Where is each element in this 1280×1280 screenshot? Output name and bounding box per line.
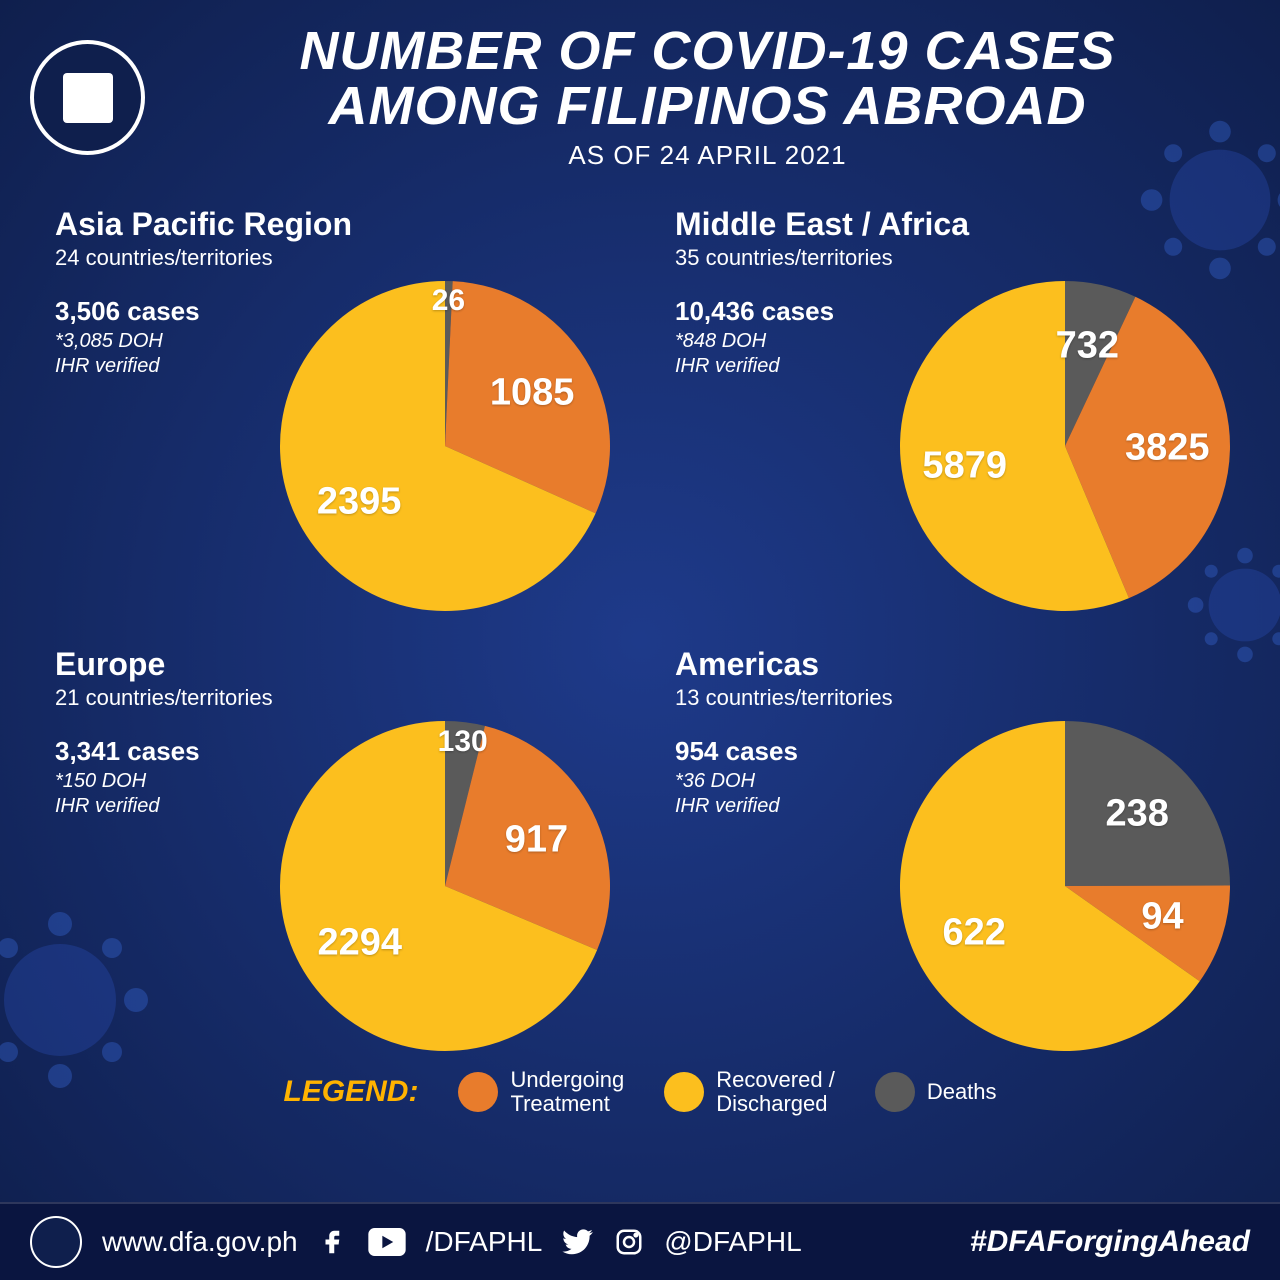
region-verified: *848 DOHIHR verified — [675, 329, 834, 379]
region-panel: Asia Pacific Region24 countries/territor… — [55, 206, 605, 616]
pie-chart: 130 917 2294 — [275, 716, 615, 1056]
region-stats: 3,341 cases*150 DOHIHR verified — [55, 736, 200, 819]
slice-label: 5879 — [922, 445, 1007, 488]
facebook-icon — [318, 1227, 348, 1257]
legend: LEGEND: UndergoingTreatment Recovered /Di… — [0, 1056, 1280, 1116]
legend-item: Recovered /Discharged — [664, 1068, 835, 1116]
region-verified: *36 DOHIHR verified — [675, 769, 798, 819]
region-panel: Europe21 countries/territories 3,341 case… — [55, 646, 605, 1056]
region-cases: 3,506 cases — [55, 296, 200, 327]
region-stats: 10,436 cases*848 DOHIHR verified — [675, 296, 834, 379]
region-stats: 3,506 cases*3,085 DOHIHR verified — [55, 296, 200, 379]
slice-label: 2395 — [317, 480, 402, 523]
region-cases: 954 cases — [675, 736, 798, 767]
legend-item: Deaths — [875, 1072, 997, 1112]
twitter-icon — [562, 1228, 594, 1256]
footer-website: www.dfa.gov.ph — [102, 1226, 298, 1258]
slice-label: 3825 — [1125, 427, 1210, 470]
region-title: Asia Pacific Region — [55, 206, 605, 243]
region-countries: 24 countries/territories — [55, 245, 605, 271]
legend-title: LEGEND: — [283, 1075, 418, 1109]
region-title: Americas — [675, 646, 1225, 683]
region-countries: 21 countries/territories — [55, 685, 605, 711]
pie-chart: 732 3825 5879 — [895, 276, 1235, 616]
pie-chart: 26 1085 2395 — [275, 276, 615, 616]
region-countries: 13 countries/territories — [675, 685, 1225, 711]
region-cases: 3,341 cases — [55, 736, 200, 767]
slice-label: 238 — [1106, 792, 1169, 835]
slice-label: 2294 — [318, 921, 403, 964]
youtube-icon — [368, 1228, 406, 1256]
dfa-seal-small-icon — [30, 1216, 82, 1268]
pie-chart: 238 94 622 — [895, 716, 1235, 1056]
footer-handle-fy: /DFAPHL — [426, 1226, 543, 1258]
legend-swatch — [875, 1072, 915, 1112]
charts-grid: Asia Pacific Region24 countries/territor… — [0, 181, 1280, 1056]
legend-swatch — [458, 1072, 498, 1112]
footer-handle-ti: @DFAPHL — [664, 1226, 801, 1258]
legend-label: UndergoingTreatment — [510, 1068, 624, 1116]
footer: www.dfa.gov.ph /DFAPHL @DFAPHL #DFAForgi… — [0, 1202, 1280, 1280]
region-panel: Middle East / Africa35 countries/territo… — [675, 206, 1225, 616]
footer-hashtag: #DFAForgingAhead — [970, 1225, 1250, 1259]
region-title: Europe — [55, 646, 605, 683]
region-cases: 10,436 cases — [675, 296, 834, 327]
slice-label: 732 — [1056, 325, 1119, 368]
region-verified: *3,085 DOHIHR verified — [55, 329, 200, 379]
legend-label: Recovered /Discharged — [716, 1068, 835, 1116]
region-countries: 35 countries/territories — [675, 245, 1225, 271]
slice-label: 622 — [942, 912, 1005, 955]
legend-swatch — [664, 1072, 704, 1112]
region-panel: Americas13 countries/territories 954 case… — [675, 646, 1225, 1056]
slice-label: 130 — [438, 725, 488, 759]
legend-label: Deaths — [927, 1080, 997, 1104]
slice-label: 26 — [432, 284, 465, 318]
page-title: NUMBER OF COVID-19 CASES AMONG FILIPINOS… — [165, 24, 1250, 134]
slice-label: 917 — [505, 819, 568, 862]
slice-label: 94 — [1141, 895, 1183, 938]
dfa-seal-icon — [30, 40, 145, 155]
region-verified: *150 DOHIHR verified — [55, 769, 200, 819]
region-title: Middle East / Africa — [675, 206, 1225, 243]
page-subtitle: AS OF 24 APRIL 2021 — [165, 140, 1250, 171]
legend-item: UndergoingTreatment — [458, 1068, 624, 1116]
slice-label: 1085 — [490, 371, 575, 414]
header: NUMBER OF COVID-19 CASES AMONG FILIPINOS… — [0, 0, 1280, 181]
instagram-icon — [614, 1227, 644, 1257]
region-stats: 954 cases*36 DOHIHR verified — [675, 736, 798, 819]
